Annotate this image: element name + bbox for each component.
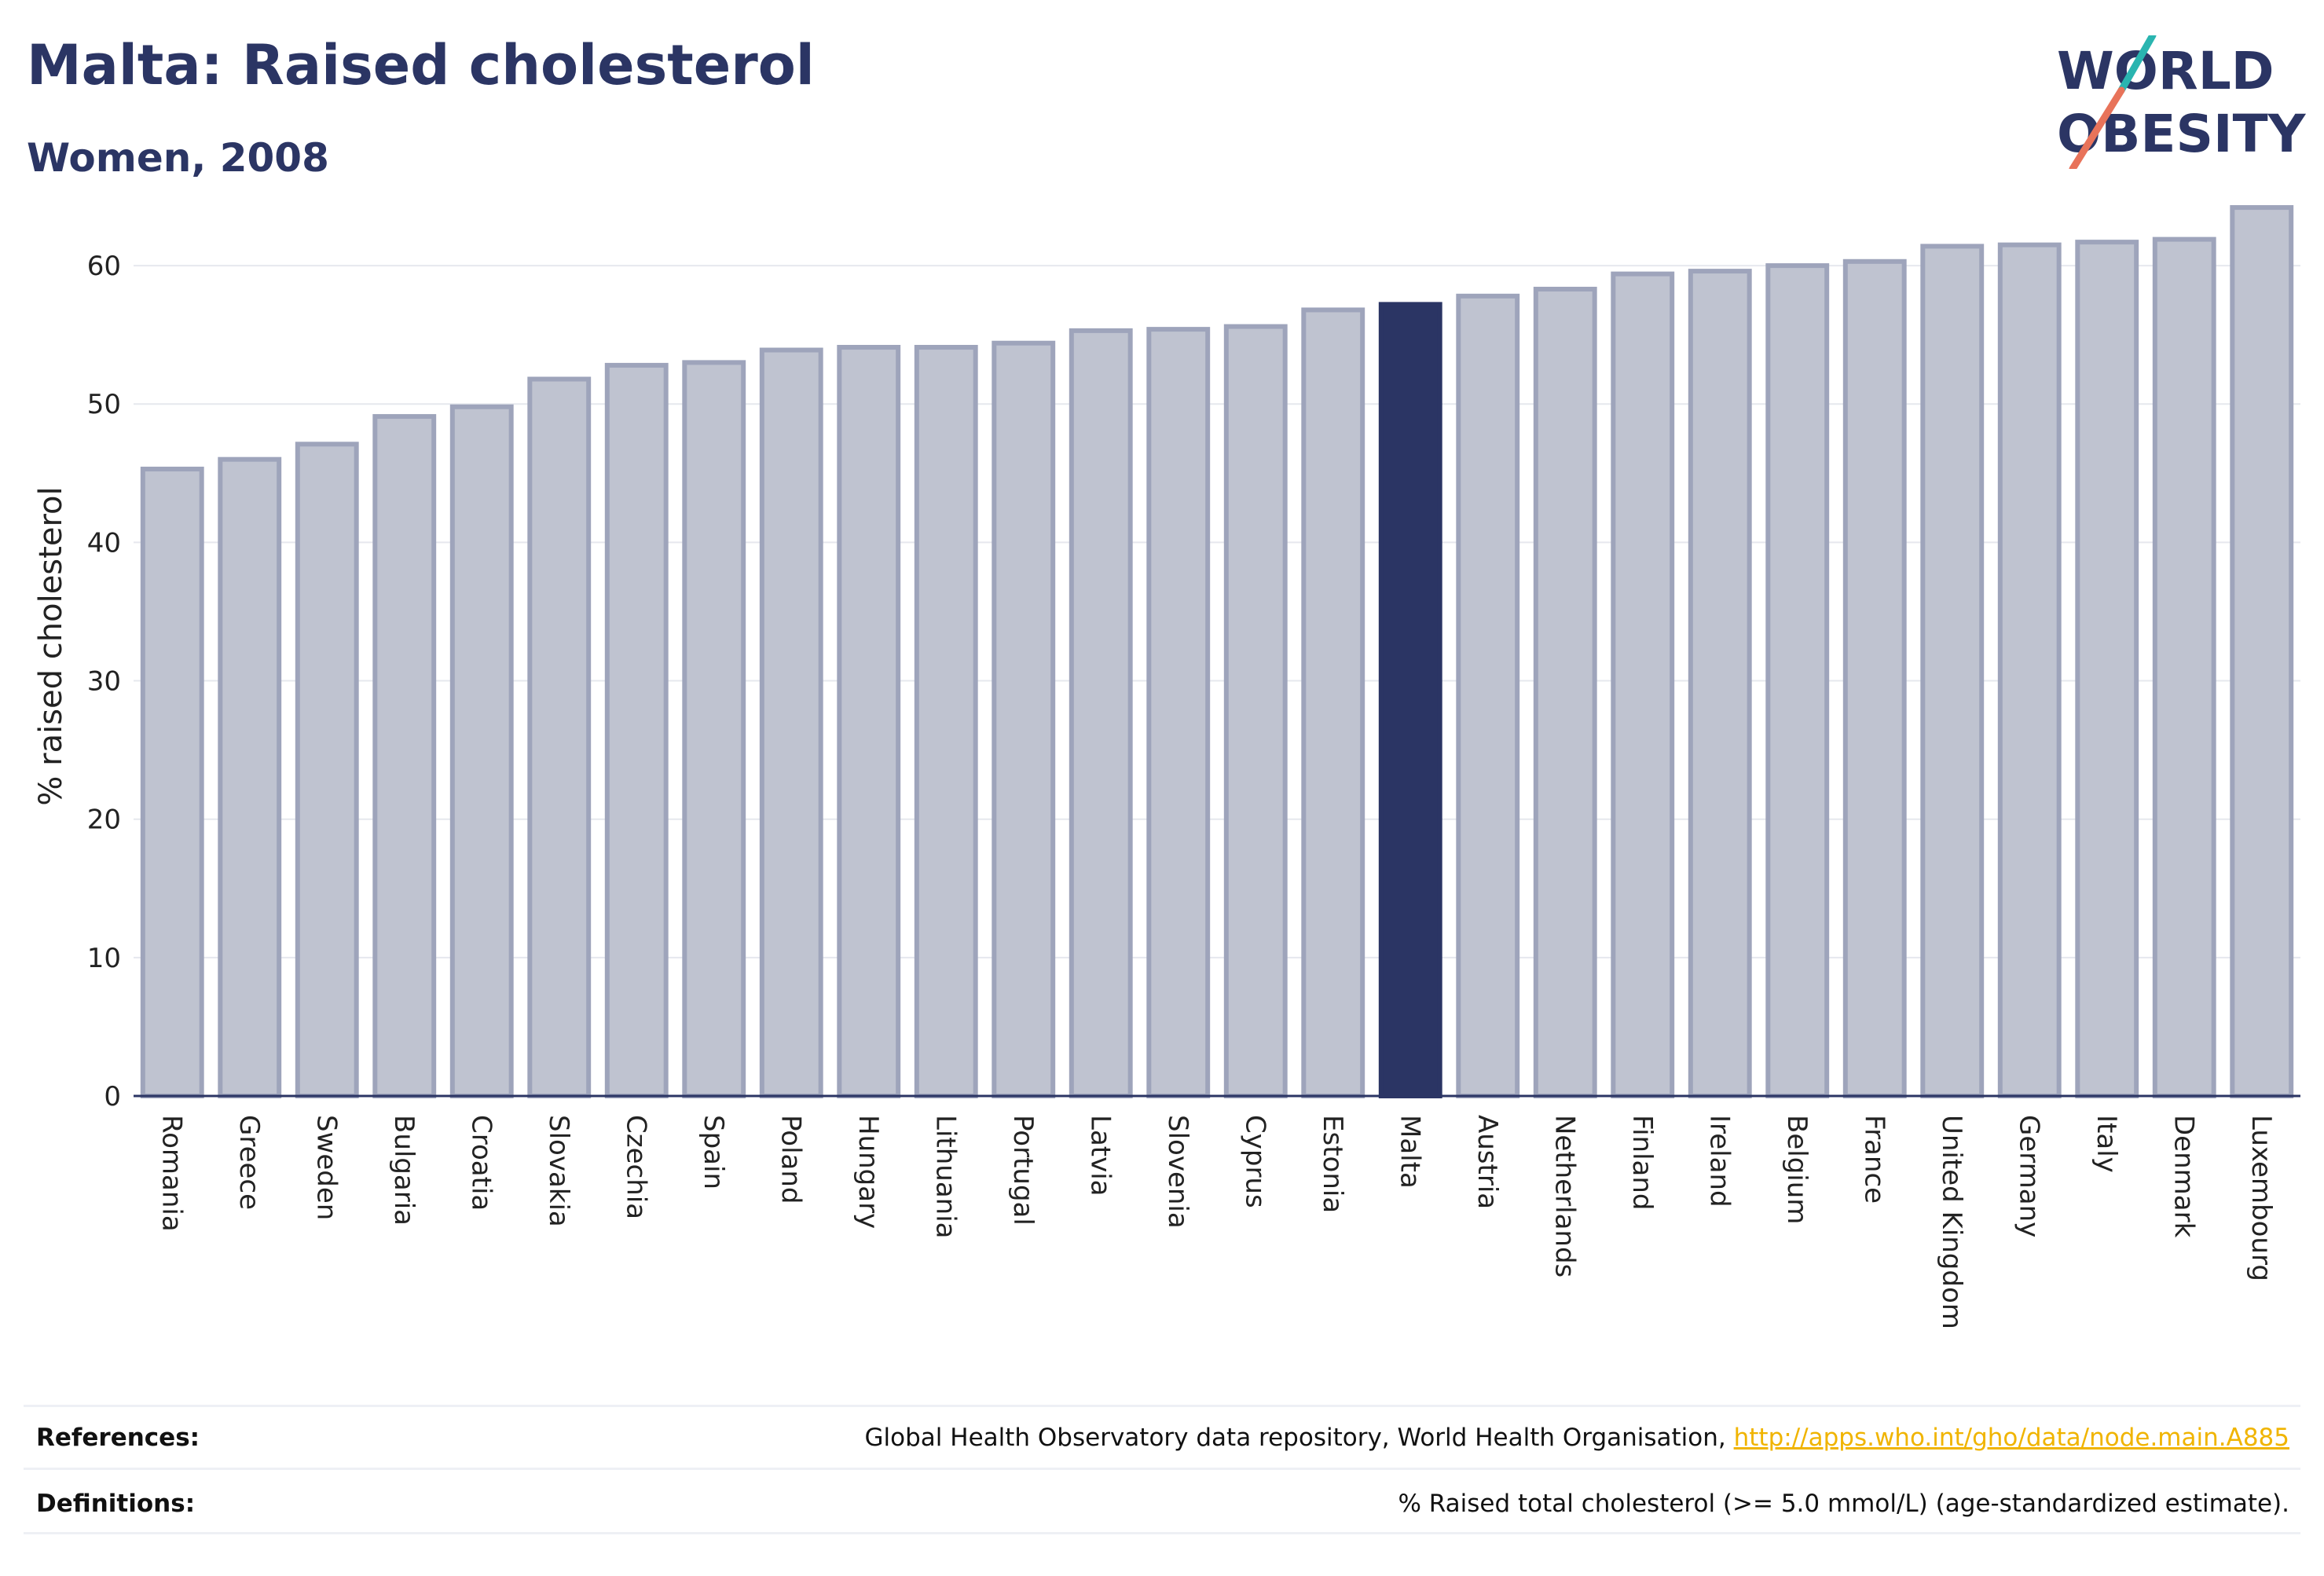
bar-lithuania <box>914 345 978 1098</box>
references-link[interactable]: http://apps.who.int/gho/data/node.main.A… <box>1733 1424 2289 1452</box>
bar-portugal <box>992 340 1056 1098</box>
bar-ireland <box>1688 269 1752 1099</box>
bar-spain <box>682 360 746 1098</box>
bar-united-kingdom <box>1920 244 1985 1098</box>
bar-bulgaria <box>372 414 437 1098</box>
x-tick-label: Spain <box>698 1115 729 1189</box>
x-tick-label: Finland <box>1626 1115 1658 1211</box>
x-tick-label: Germany <box>2013 1115 2044 1237</box>
definitions-text: % Raised total cholesterol (>= 5.0 mmol/… <box>1398 1490 2289 1518</box>
bar-latvia <box>1069 328 1133 1099</box>
bar-romania <box>140 467 204 1098</box>
bar-denmark <box>2152 236 2216 1099</box>
bar-netherlands <box>1533 287 1597 1098</box>
x-tick-label: Portugal <box>1007 1115 1039 1226</box>
bar-luxembourg <box>2230 205 2294 1099</box>
y-tick-label: 10 <box>87 943 121 974</box>
bar-italy <box>2075 240 2139 1099</box>
x-tick-label: Sweden <box>310 1115 342 1220</box>
x-tick-label: Czechia <box>620 1115 651 1219</box>
y-tick-label: 60 <box>87 251 121 282</box>
x-tick-label: Romania <box>156 1115 187 1232</box>
definitions-label: Definitions: <box>36 1490 196 1518</box>
logo-slash-teal <box>2117 35 2157 94</box>
x-tick-label: Belgium <box>1781 1115 1813 1224</box>
x-tick-label: Denmark <box>2168 1115 2199 1238</box>
bar-slovenia <box>1146 327 1211 1099</box>
bar-chart: 0 10 20 30 40 50 60 Romania Greece Sweden Bulgaria… <box>33 205 2300 1329</box>
x-tick-label: United Kingdom <box>1936 1115 1967 1329</box>
y-tick-label: 40 <box>87 527 121 559</box>
x-tick-label: France <box>1858 1115 1890 1204</box>
x-tick-label: Poland <box>775 1115 806 1204</box>
references-source: Global Health Observatory data repositor… <box>864 1424 1734 1452</box>
bar-czechia <box>604 362 669 1098</box>
x-tick-label: Luxembourg <box>2245 1115 2277 1281</box>
x-tick-label: Slovakia <box>543 1115 574 1227</box>
x-tick-label: Croatia <box>465 1115 497 1211</box>
x-tick-label: Netherlands <box>1549 1115 1580 1277</box>
x-tick-label: Austria <box>1472 1115 1503 1209</box>
x-tick-label: Latvia <box>1084 1115 1116 1197</box>
y-axis-label: % raised cholesterol <box>33 486 69 805</box>
y-tick-label: 30 <box>87 666 121 698</box>
x-tick-label: Lithuania <box>929 1115 961 1238</box>
bar-germany <box>1997 242 2062 1099</box>
footer-divider-top <box>24 1405 2300 1407</box>
bar-finland <box>1611 271 1675 1099</box>
page-title: Malta: Raised cholesterol <box>27 33 815 97</box>
bar-france <box>1842 258 1907 1098</box>
bar-greece <box>218 456 282 1098</box>
x-tick-label: Ireland <box>1703 1115 1735 1208</box>
x-tick-label: Greece <box>233 1115 265 1210</box>
bar-cyprus <box>1223 324 1288 1099</box>
y-tick-label: 50 <box>87 389 121 420</box>
page-subtitle: Women, 2008 <box>27 135 329 181</box>
bar-hungary <box>837 345 901 1098</box>
logo-line-2: OBESITY <box>2057 104 2307 164</box>
x-tick-label: Bulgaria <box>388 1115 420 1226</box>
bar-austria <box>1456 293 1520 1099</box>
bar-estonia <box>1301 307 1365 1098</box>
logo-slash-coral <box>2069 86 2125 169</box>
x-tick-label: Cyprus <box>1239 1115 1270 1208</box>
bar-croatia <box>449 404 514 1098</box>
bar-slovakia <box>527 376 592 1098</box>
references-text: Global Health Observatory data repositor… <box>865 1424 2289 1452</box>
x-tick-label: Italy <box>2091 1115 2122 1173</box>
footer-divider-middle <box>24 1468 2300 1470</box>
x-tick-label: Hungary <box>852 1115 884 1229</box>
footer-divider-bottom <box>24 1532 2300 1534</box>
bar-belgium <box>1765 263 1830 1099</box>
x-tick-label: Estonia <box>1317 1115 1348 1213</box>
logo-line-1: WORLD <box>2057 41 2275 101</box>
y-tick-label: 0 <box>104 1081 121 1112</box>
world-obesity-logo: WORLD OBESITY <box>2057 35 2307 169</box>
bar-poland <box>759 347 823 1098</box>
y-tick-label: 20 <box>87 804 121 836</box>
references-label: References: <box>36 1424 200 1452</box>
bar-malta <box>1378 302 1442 1098</box>
x-tick-label: Slovenia <box>1162 1115 1193 1229</box>
bar-sweden <box>295 442 359 1098</box>
x-tick-label: Malta <box>1394 1115 1425 1189</box>
